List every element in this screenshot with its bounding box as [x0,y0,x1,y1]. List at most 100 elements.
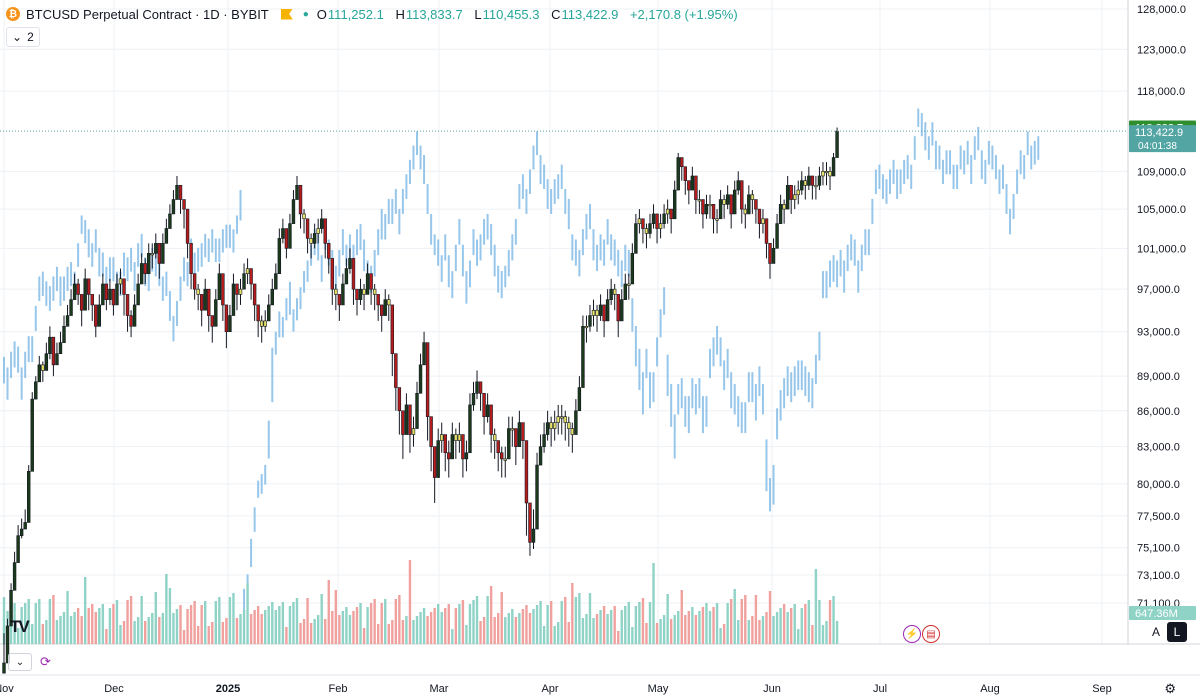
volume-bar [659,619,662,644]
volume-bar [20,607,23,644]
refresh-icon[interactable]: ⟳ [40,654,51,669]
volume-bar [200,605,203,644]
candle-body [348,258,352,269]
price-tick-label: 93,000.0 [1137,327,1180,339]
countdown-text: 04:01:38 [1138,141,1177,152]
candle-body [807,175,811,186]
candle-body [214,299,218,327]
candle-body [358,288,363,300]
candle-body [574,410,578,435]
volume-bar [306,598,309,644]
volume-bar [271,602,274,644]
log-scale-button[interactable]: L [1167,622,1187,642]
volume-bar [465,625,468,644]
candle-body [489,404,493,435]
volume-bar [235,618,239,644]
volume-bar [518,613,521,644]
candle-body [192,273,197,290]
candle-body [704,204,709,215]
volume-bar [253,610,256,644]
candle-body [715,218,719,221]
flag-icon[interactable] [280,8,293,20]
volume-bar [355,607,359,644]
volume-bar [168,588,172,644]
tradingview-logo-icon[interactable]: TV [10,617,30,636]
candle-body [750,194,755,200]
volume-bar [775,612,779,644]
candle-body [401,410,405,435]
flag-us-icon[interactable]: ▤ [922,625,940,643]
candle-body [612,288,617,295]
candle-body [535,464,539,530]
candle-body [542,434,546,447]
candle-body [485,404,490,417]
candle-body [538,446,543,466]
volume-bar [140,596,143,644]
volume-bar [486,596,489,644]
auto-scale-button[interactable]: A [1146,622,1166,642]
candle-body [581,326,585,388]
candle-body [771,248,776,264]
candle-body [584,326,589,329]
volume-bar [673,615,676,644]
volume-bar [705,603,708,644]
volume-bar [581,618,585,644]
volume-bar [740,599,743,644]
volume-bar [715,603,719,644]
volume-bar [59,616,62,644]
volume-bar [458,604,461,644]
volume-bar [313,619,316,644]
volume-bar [687,611,691,644]
candle-body [432,446,437,478]
candle-body [690,175,695,191]
symbol-title[interactable]: BTCUSD Perpetual Contract · 1D · BYBIT [26,6,269,22]
volume-bar [433,608,436,644]
lightning-icon[interactable]: ⚡ [903,625,921,643]
volume-bar [617,631,620,644]
volume-bar [722,624,726,644]
volume-bar [302,619,306,644]
gear-icon[interactable]: ⚙ [1164,681,1176,696]
candle-body [270,288,274,306]
candle-body [161,243,165,264]
collapse-button[interactable]: ⌄ [8,653,32,671]
candle-body [27,470,31,523]
candle-body [478,381,483,394]
candle-body [312,233,317,244]
volume-bar [592,618,595,644]
volume-bar [588,593,592,644]
candle-body [224,304,229,333]
candle-body [814,185,818,188]
candle-body [5,625,10,664]
volume-bar [73,612,76,644]
volume-bar [38,599,41,644]
price-tick-label: 89,000.0 [1137,371,1180,383]
volume-bar [394,599,398,644]
volume-bar [295,598,299,644]
candle-body [108,288,112,300]
volume-bar [175,609,179,644]
candle-body [443,434,447,454]
candle-body [701,199,705,215]
volume-bar [274,610,278,644]
candle-body [468,404,472,454]
candle-body [697,199,702,202]
candle-body [252,283,257,306]
volume-bar [232,593,235,644]
candle-body [718,199,723,220]
volume-bar [701,607,705,644]
volume-bar [391,620,394,644]
volume-bar [560,601,563,644]
candle-body [457,434,462,441]
candle-body [58,342,63,354]
candle-body [150,253,154,256]
volume-bar [691,607,694,644]
indicator-toggle[interactable]: ⌄ 2 [6,27,40,47]
candle-body [372,288,377,295]
candle-body [168,213,172,229]
volume-bar [797,629,800,644]
volume-bar [599,610,602,644]
time-tick-label: Apr [541,683,558,695]
volume-bar [800,608,803,644]
